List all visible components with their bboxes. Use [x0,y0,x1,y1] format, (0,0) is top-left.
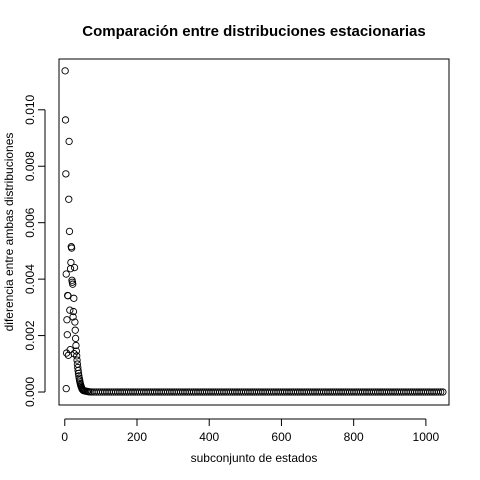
y-axis-label: diferencia entre ambas distribuciones [2,133,16,332]
data-point [434,388,443,396]
y-axis: 0.000 0.002 0.004 0.006 0.008 0.010 [23,94,46,407]
data-point [63,331,71,339]
data-point [439,388,447,396]
data-point [74,366,82,375]
data-point [62,170,70,178]
data-point [62,270,70,278]
x-tick-label: 600 [271,430,291,444]
data-point [73,352,81,360]
y-tick-label: 0.010 [23,94,37,124]
data-point [69,313,77,321]
data-point [66,306,74,314]
x-tick-label: 800 [344,430,364,444]
data-point [67,258,75,267]
data-point [69,307,78,316]
y-tick-label: 0.004 [23,264,37,294]
data-point [72,341,80,350]
data-point [70,349,78,358]
data-point [66,265,75,273]
data-point [71,318,79,326]
data-point [67,244,76,252]
chart-title: Comparación entre distribuciones estacio… [82,23,425,40]
data-point [71,334,80,343]
x-tick-label: 1000 [413,430,440,444]
data-point [66,346,74,354]
data-point [65,227,74,236]
data-point [65,137,73,146]
data-point [74,369,83,378]
plot-frame [58,58,450,406]
x-tick-label: 200 [127,430,147,444]
y-tick-label: 0.002 [23,320,37,350]
data-point [70,294,78,302]
y-tick-label: 0.006 [23,207,37,237]
data-point [62,384,70,393]
data-point [72,347,80,355]
data-point [437,388,445,396]
y-tick-label: 0.008 [23,151,37,181]
y-tick-label: 0.000 [23,377,37,407]
data-points [61,67,447,396]
x-axis: 0 200 400 600 800 1000 [61,418,440,444]
x-tick-label: 400 [199,430,219,444]
x-axis-label: subconjunto de estados [191,451,318,465]
data-point [69,280,77,288]
data-point [61,67,69,75]
data-point [71,326,79,334]
data-point [63,316,71,324]
data-point [65,195,73,203]
data-point [73,356,81,364]
data-point [61,116,70,124]
x-tick-label: 0 [61,430,68,444]
data-point [70,263,79,272]
